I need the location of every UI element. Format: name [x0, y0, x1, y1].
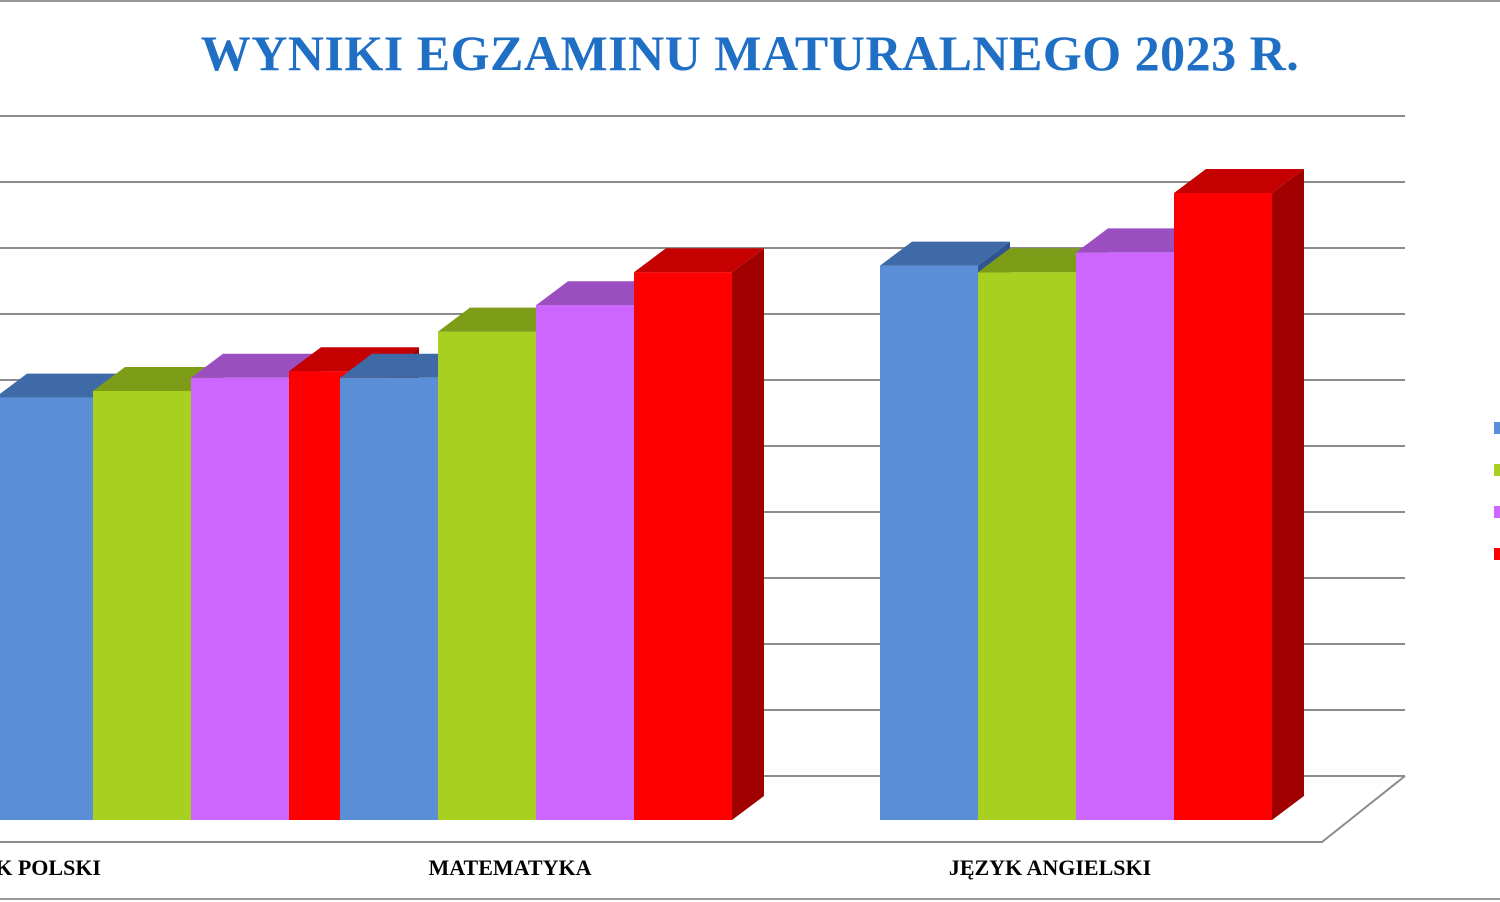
bar-side: [732, 248, 764, 820]
bar: [438, 331, 536, 820]
bar-top: [1076, 228, 1206, 253]
bar-top: [880, 241, 1010, 266]
bar: [1076, 252, 1174, 820]
bar: [191, 377, 289, 820]
bar-side: [1272, 169, 1304, 820]
bar: [880, 265, 978, 821]
legend-marker: [1494, 506, 1500, 518]
bar: [978, 272, 1076, 820]
bar-top: [1174, 169, 1304, 193]
bar-top: [191, 353, 321, 378]
bars: [0, 169, 1304, 821]
floor-edge: [0, 775, 1406, 843]
bar-top: [634, 248, 764, 273]
bar: [340, 377, 438, 820]
bar: [536, 305, 634, 820]
legend-marker: [1494, 548, 1500, 560]
category-label: JĘZYK ANGIELSKI: [949, 855, 1151, 880]
bar-top: [93, 367, 223, 391]
bar: [1174, 193, 1272, 820]
bar: [634, 272, 732, 820]
legend-marker: [1494, 422, 1500, 434]
category-label: JĘZYK POLSKI: [0, 855, 101, 880]
chart-title: WYNIKI EGZAMINU MATURALNEGO 2023 R.: [200, 25, 1300, 81]
category-label: MATEMATYKA: [429, 855, 592, 880]
bar-top: [536, 281, 666, 306]
bar-top: [340, 353, 470, 378]
category-labels: JĘZYK POLSKI MATEMATYKA JĘZYK ANGIELSKI: [0, 855, 1151, 880]
legend: [1494, 422, 1500, 560]
legend-marker: [1494, 464, 1500, 476]
bar-top: [978, 248, 1108, 273]
bar-top: [438, 307, 568, 332]
bar: [0, 397, 93, 820]
bar: [93, 391, 191, 820]
